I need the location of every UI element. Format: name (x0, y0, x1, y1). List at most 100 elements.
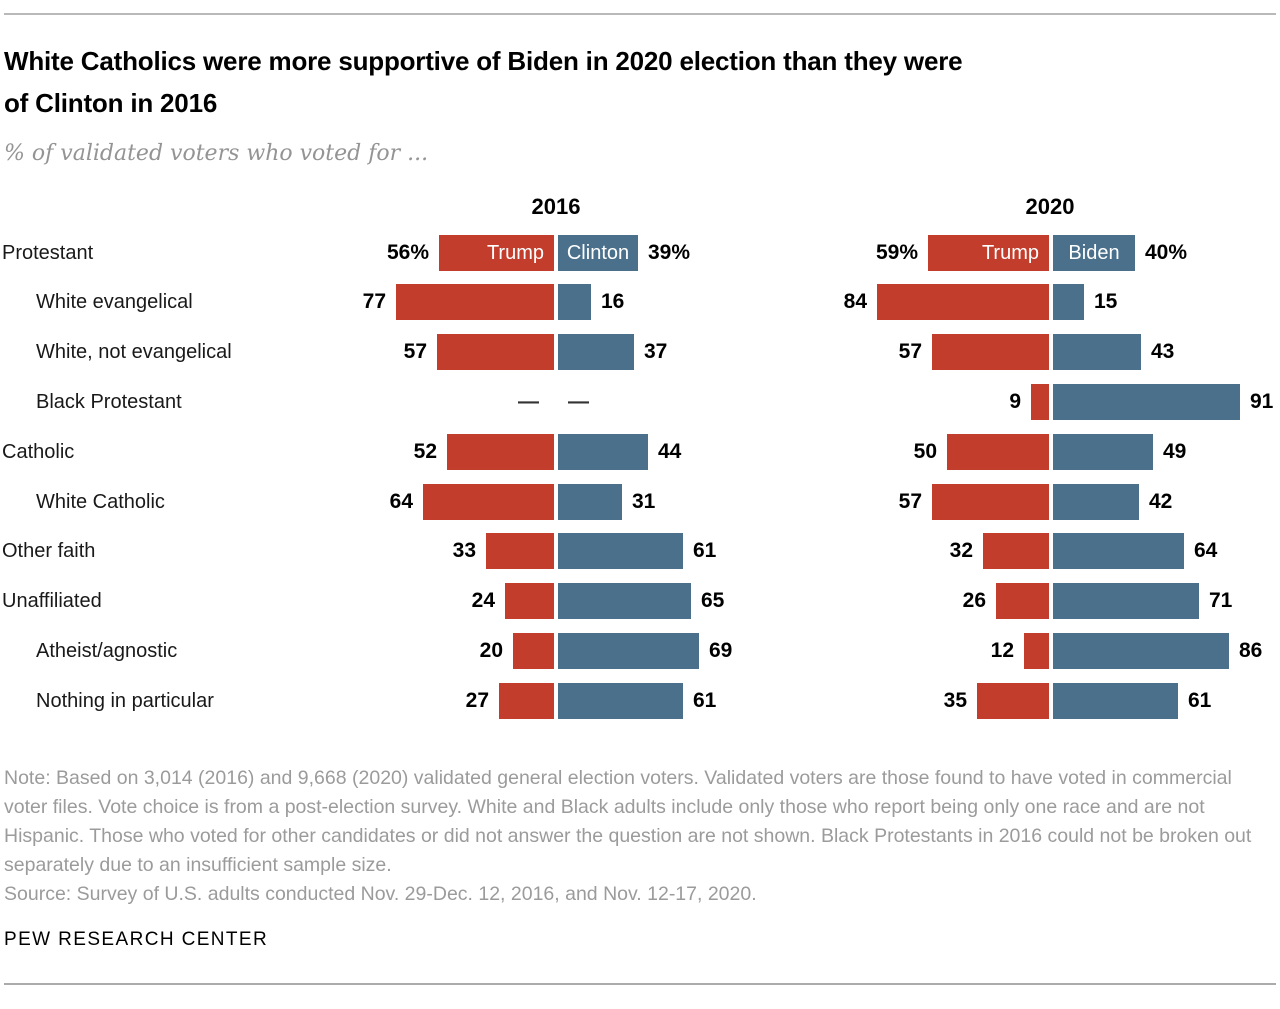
footer-block: Note: Based on 3,014 (2016) and 9,668 (2… (4, 764, 1252, 951)
category-label: Catholic (2, 441, 75, 463)
missing-value-dash-right: — (568, 390, 589, 413)
dem-value-label: 61 (693, 689, 717, 712)
trump-bar (1024, 633, 1049, 669)
trump-value-label: 64 (389, 490, 413, 513)
dem-bar (558, 533, 683, 569)
dem-value-label: 69 (709, 639, 733, 662)
dem-value-label: 31 (632, 490, 656, 513)
trump-value-label: 9 (1009, 390, 1021, 413)
dem-bar (1053, 533, 1184, 569)
category-label: Black Protestant (36, 391, 182, 413)
dem-value-label: 39% (648, 241, 691, 264)
trump-bar (877, 284, 1049, 320)
trump-series-label: Trump (981, 242, 1039, 264)
trump-bar (423, 484, 554, 520)
trump-bar (1031, 384, 1049, 420)
trump-value-label: 12 (990, 639, 1014, 662)
trump-bar (983, 533, 1049, 569)
missing-value-dash-left: — (518, 390, 539, 413)
trump-value-label: 35 (943, 689, 967, 712)
trump-bar (947, 434, 1049, 470)
trump-bar (447, 434, 554, 470)
source-text: Source: Survey of U.S. adults conducted … (4, 883, 757, 905)
trump-value-label: 77 (362, 290, 386, 313)
category-label: White, not evangelical (36, 341, 232, 363)
dem-value-label: 86 (1239, 639, 1263, 662)
trump-value-label: 59% (875, 241, 918, 264)
trump-bar (977, 683, 1049, 719)
dem-bar (558, 334, 634, 370)
dem-bar (1053, 384, 1240, 420)
dem-series-label: Clinton (566, 242, 630, 264)
dem-value-label: 42 (1149, 490, 1173, 513)
dem-value-label: 37 (644, 340, 668, 363)
brand-footer: PEW RESEARCH CENTER (4, 929, 269, 950)
trump-value-label: 84 (843, 290, 867, 313)
trump-value-label: 56% (386, 241, 429, 264)
category-label: Atheist/agnostic (36, 640, 178, 662)
panel-header-2016: 2016 (531, 194, 581, 219)
trump-bar (499, 683, 554, 719)
category-label: Unaffiliated (2, 590, 102, 612)
dem-bar (1053, 633, 1229, 669)
trump-value-label: 57 (403, 340, 427, 363)
panel-header-2020: 2020 (1025, 194, 1075, 219)
trump-bar (437, 334, 554, 370)
dem-value-label: 44 (658, 440, 682, 463)
trump-bar (396, 284, 554, 320)
page-title: White Catholics were more supportive of … (4, 40, 963, 124)
category-label: Other faith (2, 540, 96, 562)
dem-value-label: 49 (1163, 440, 1187, 463)
trump-bar (513, 633, 554, 669)
dem-value-label: 15 (1094, 290, 1118, 313)
bottom-divider-rule (4, 983, 1276, 985)
category-label: Nothing in particular (36, 690, 214, 712)
dem-bar (1053, 434, 1153, 470)
trump-value-label: 57 (898, 340, 922, 363)
dem-bar (1053, 284, 1084, 320)
category-label: Protestant (2, 242, 94, 264)
title-line-1: White Catholics were more supportive of … (4, 46, 963, 76)
dem-bar: Biden (1053, 235, 1135, 271)
dem-bar (558, 583, 691, 619)
trump-series-label: Trump (486, 242, 544, 264)
trump-value-label: 32 (949, 539, 973, 562)
dem-value-label: 71 (1209, 589, 1233, 612)
trump-bar (932, 334, 1049, 370)
dem-value-label: 43 (1151, 340, 1175, 363)
dem-value-label: 91 (1250, 390, 1274, 413)
dem-series-label: Biden (1068, 242, 1120, 264)
trump-value-label: 26 (962, 589, 986, 612)
dem-value-label: 64 (1194, 539, 1218, 562)
dem-value-label: 61 (693, 539, 717, 562)
dem-value-label: 16 (601, 290, 625, 313)
dem-bar (558, 484, 622, 520)
dem-bar (1053, 683, 1178, 719)
dem-value-label: 40% (1145, 241, 1188, 264)
category-label: White Catholic (36, 491, 165, 513)
trump-value-label: 27 (465, 689, 489, 712)
trump-bar: Trump (439, 235, 554, 271)
trump-value-label: 20 (479, 639, 503, 662)
dem-bar: Clinton (558, 235, 638, 271)
top-divider-rule (4, 13, 1276, 15)
trump-value-label: 33 (452, 539, 476, 562)
note-text: Note: Based on 3,014 (2016) and 9,668 (2… (4, 767, 1252, 876)
dem-bar (1053, 484, 1139, 520)
chart-subtitle: % of validated voters who voted for ... (4, 141, 429, 166)
trump-value-label: 50 (913, 440, 937, 463)
dem-bar (1053, 334, 1141, 370)
category-label: White evangelical (36, 291, 193, 313)
dem-bar (1053, 583, 1199, 619)
trump-value-label: 24 (471, 589, 495, 612)
trump-value-label: 52 (413, 440, 437, 463)
trump-value-label: 57 (898, 490, 922, 513)
trump-bar (505, 583, 554, 619)
dem-bar (558, 633, 699, 669)
dem-bar (558, 284, 591, 320)
dem-value-label: 65 (701, 589, 725, 612)
trump-bar (486, 533, 554, 569)
trump-bar: Trump (928, 235, 1049, 271)
